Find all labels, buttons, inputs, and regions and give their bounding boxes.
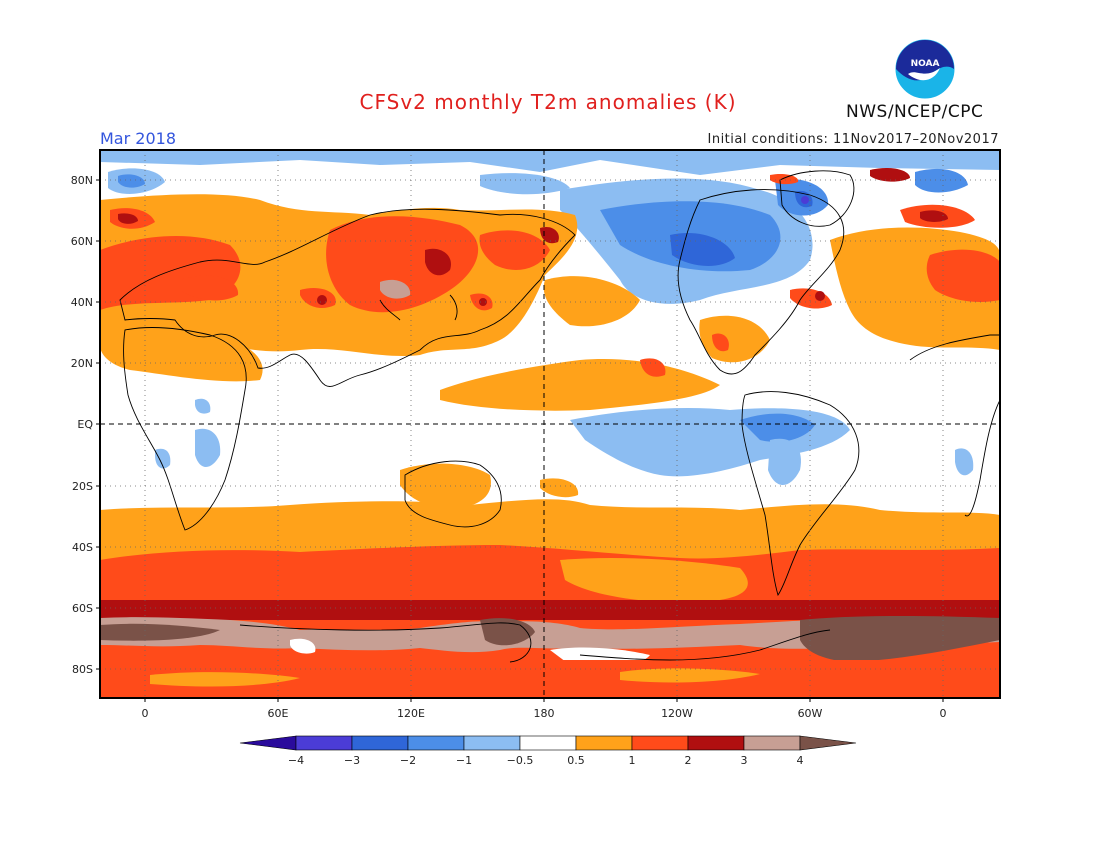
coastlines bbox=[119, 170, 1000, 663]
lat-label: 40S bbox=[72, 541, 93, 554]
equator-dateline bbox=[100, 150, 1000, 698]
lat-label: 20S bbox=[72, 480, 93, 493]
chart-title: CFSv2 monthly T2m anomalies (K) bbox=[359, 90, 737, 114]
noaa-logo: NOAA bbox=[894, 38, 956, 100]
colorbar-segment bbox=[239, 735, 297, 751]
colorbar: −4 −3 −2 −1 −0.5 0.5 1 2 3 4 bbox=[239, 735, 857, 767]
colorbar-segment bbox=[407, 735, 465, 751]
colorbar-segment bbox=[799, 735, 857, 751]
lon-label: 0 bbox=[142, 707, 149, 720]
lat-label: EQ bbox=[77, 418, 93, 431]
colorbar-label: 3 bbox=[741, 754, 748, 767]
colorbar-label: 0.5 bbox=[567, 754, 585, 767]
lon-label: 60E bbox=[268, 707, 289, 720]
lon-label: 180 bbox=[534, 707, 555, 720]
latitude-labels: 80N 60N 40N 20N EQ 20S 40S 60S 80S bbox=[71, 174, 94, 676]
lon-label: 120E bbox=[397, 707, 425, 720]
colorbar-label: 2 bbox=[685, 754, 692, 767]
colorbar-segment bbox=[295, 735, 353, 751]
colorbar-segment bbox=[351, 735, 409, 751]
lat-ticks bbox=[96, 179, 100, 670]
colorbar-segment bbox=[463, 735, 521, 751]
colorbar-segment bbox=[631, 735, 689, 751]
lat-label: 60S bbox=[72, 602, 93, 615]
lon-label: 0 bbox=[940, 707, 947, 720]
colorbar-label: 4 bbox=[797, 754, 804, 767]
initial-conditions: Initial conditions: 11Nov2017–20Nov2017 bbox=[707, 132, 999, 147]
colorbar-label: −3 bbox=[344, 754, 360, 767]
longitude-labels: 0 60E 120E 180 120W 60W 0 bbox=[142, 707, 947, 720]
lat-label: 40N bbox=[71, 296, 93, 309]
lon-label: 60W bbox=[798, 707, 823, 720]
colorbar-label: −1 bbox=[456, 754, 472, 767]
colorbar-label: −0.5 bbox=[507, 754, 534, 767]
colorbar-segment bbox=[575, 735, 633, 751]
agency-label: NWS/NCEP/CPC bbox=[846, 102, 984, 122]
forecast-month: Mar 2018 bbox=[100, 129, 176, 148]
lat-label: 60N bbox=[71, 235, 93, 248]
colorbar-segment bbox=[519, 735, 577, 751]
lon-ticks bbox=[144, 698, 944, 702]
colorbar-label: 1 bbox=[629, 754, 636, 767]
colorbar-segment bbox=[743, 735, 801, 751]
lat-lon-grid bbox=[100, 150, 1000, 698]
lat-label: 80S bbox=[72, 663, 93, 676]
colorbar-segment bbox=[687, 735, 745, 751]
logo-text: NOAA bbox=[911, 59, 940, 69]
lon-label: 120W bbox=[661, 707, 693, 720]
lat-label: 80N bbox=[71, 174, 93, 187]
colorbar-label: −2 bbox=[400, 754, 416, 767]
lat-label: 20N bbox=[71, 357, 93, 370]
colorbar-label: −4 bbox=[288, 754, 304, 767]
